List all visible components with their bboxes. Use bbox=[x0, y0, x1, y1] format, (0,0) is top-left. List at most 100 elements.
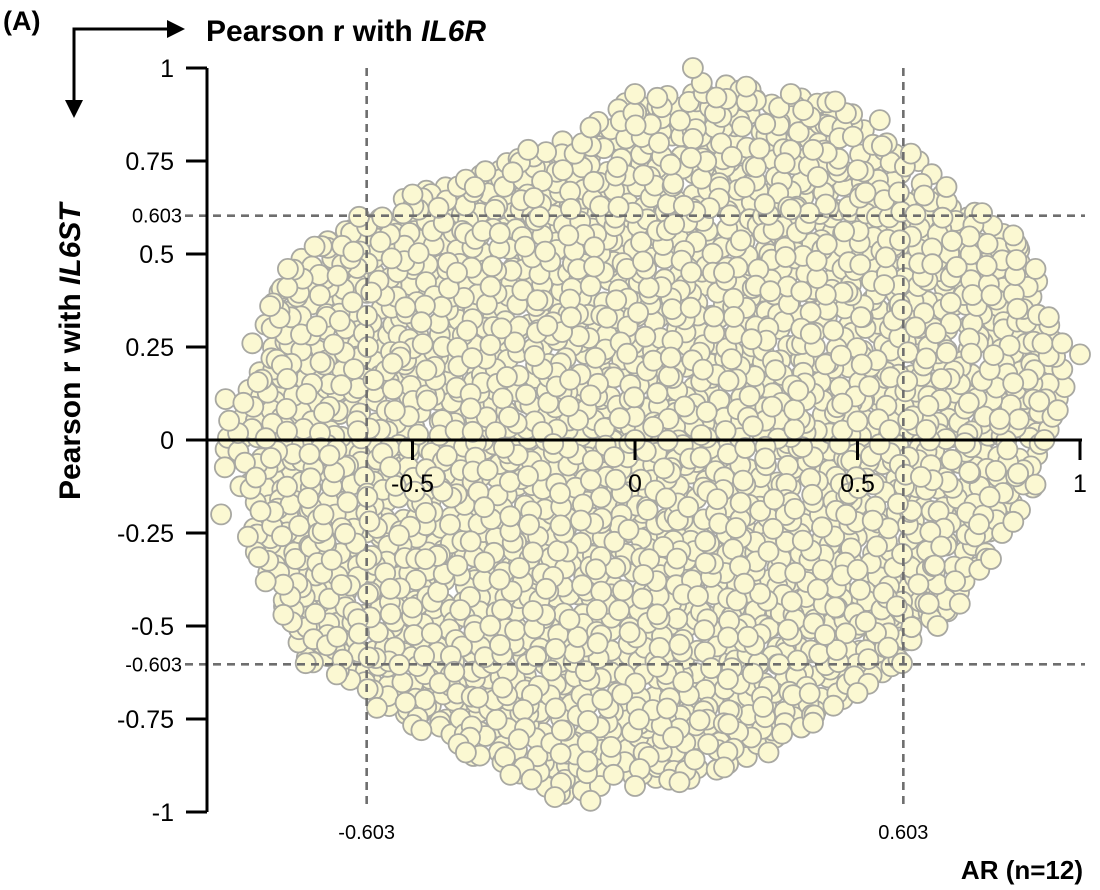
data-point bbox=[798, 682, 821, 705]
data-point bbox=[463, 176, 486, 198]
data-point bbox=[474, 160, 497, 183]
data-point bbox=[652, 536, 675, 558]
data-point bbox=[701, 242, 724, 265]
data-point bbox=[523, 187, 545, 209]
data-point bbox=[501, 161, 524, 184]
data-point bbox=[915, 419, 938, 441]
data-point bbox=[814, 624, 836, 646]
data-point bbox=[416, 389, 439, 412]
y-tick-label: 1 bbox=[160, 55, 174, 83]
data-point bbox=[697, 733, 720, 756]
data-point bbox=[357, 336, 379, 358]
data-point bbox=[380, 247, 403, 270]
data-point bbox=[871, 135, 893, 157]
data-point bbox=[336, 491, 359, 514]
data-point bbox=[580, 469, 602, 492]
data-point bbox=[846, 410, 869, 433]
data-point bbox=[695, 401, 718, 423]
data-point bbox=[499, 763, 522, 786]
data-point bbox=[508, 557, 531, 579]
data-point bbox=[241, 332, 264, 355]
data-point bbox=[669, 109, 691, 132]
data-point bbox=[379, 456, 402, 479]
data-point bbox=[774, 246, 797, 268]
data-point bbox=[560, 306, 582, 329]
data-point bbox=[642, 415, 665, 438]
data-point bbox=[646, 655, 669, 678]
data-point bbox=[722, 305, 745, 328]
data-point bbox=[731, 115, 753, 138]
data-point bbox=[771, 722, 793, 745]
data-point bbox=[897, 408, 920, 431]
y-tick-label: 0.75 bbox=[125, 148, 174, 176]
data-point bbox=[917, 394, 940, 417]
data-point bbox=[777, 454, 799, 477]
data-point bbox=[802, 711, 824, 734]
data-point bbox=[1007, 408, 1030, 431]
data-point bbox=[604, 468, 627, 491]
data-point bbox=[717, 668, 739, 691]
data-point bbox=[904, 316, 927, 339]
data-point bbox=[260, 447, 282, 469]
data-point bbox=[706, 488, 729, 511]
data-point bbox=[741, 415, 764, 438]
data-point bbox=[446, 261, 468, 284]
data-point bbox=[233, 451, 256, 474]
data-point bbox=[960, 342, 983, 365]
data-point bbox=[413, 645, 436, 667]
data-point bbox=[309, 351, 332, 374]
data-point bbox=[488, 568, 511, 591]
data-point bbox=[971, 202, 993, 225]
data-point bbox=[517, 465, 539, 488]
data-point bbox=[357, 583, 379, 605]
x-threshold-label: -0.603 bbox=[338, 822, 395, 844]
data-point bbox=[603, 530, 626, 553]
x-direction-arrow bbox=[72, 27, 170, 103]
data-point bbox=[490, 317, 513, 340]
data-point bbox=[415, 359, 438, 382]
data-point bbox=[854, 610, 877, 633]
data-point bbox=[326, 625, 349, 648]
data-point bbox=[254, 570, 277, 593]
data-point bbox=[348, 622, 370, 645]
y-axis-title: Pearson r with IL6ST bbox=[54, 201, 87, 500]
data-point bbox=[694, 552, 717, 574]
data-point bbox=[371, 206, 394, 229]
data-point bbox=[479, 614, 502, 637]
data-point bbox=[807, 166, 829, 188]
data-point bbox=[249, 500, 272, 523]
data-point bbox=[780, 590, 803, 613]
data-point bbox=[889, 229, 911, 252]
y-tick-label: 0.5 bbox=[139, 241, 174, 269]
data-point bbox=[600, 736, 622, 758]
data-point bbox=[342, 240, 365, 263]
data-point bbox=[941, 230, 963, 252]
data-point bbox=[492, 436, 515, 459]
data-point bbox=[854, 181, 877, 204]
data-point bbox=[680, 146, 702, 169]
data-point bbox=[668, 771, 691, 794]
data-point bbox=[305, 315, 328, 338]
data-point bbox=[998, 334, 1021, 357]
data-point bbox=[842, 125, 864, 148]
data-point bbox=[1031, 332, 1054, 355]
data-point bbox=[535, 141, 557, 164]
data-point bbox=[787, 121, 810, 144]
data-point bbox=[861, 509, 884, 532]
x-axis-title-prefix: Pearson r with bbox=[206, 15, 421, 48]
data-point bbox=[346, 420, 369, 443]
data-point bbox=[362, 369, 385, 391]
data-point bbox=[360, 281, 383, 304]
data-point bbox=[551, 719, 573, 742]
data-point bbox=[988, 407, 1011, 430]
data-point bbox=[683, 748, 706, 771]
data-point bbox=[518, 513, 540, 536]
data-point bbox=[745, 156, 767, 179]
data-point bbox=[831, 392, 854, 415]
data-point bbox=[672, 671, 695, 693]
data-point bbox=[232, 391, 255, 414]
data-point bbox=[917, 592, 940, 615]
data-point bbox=[369, 230, 392, 253]
data-point bbox=[801, 483, 824, 506]
